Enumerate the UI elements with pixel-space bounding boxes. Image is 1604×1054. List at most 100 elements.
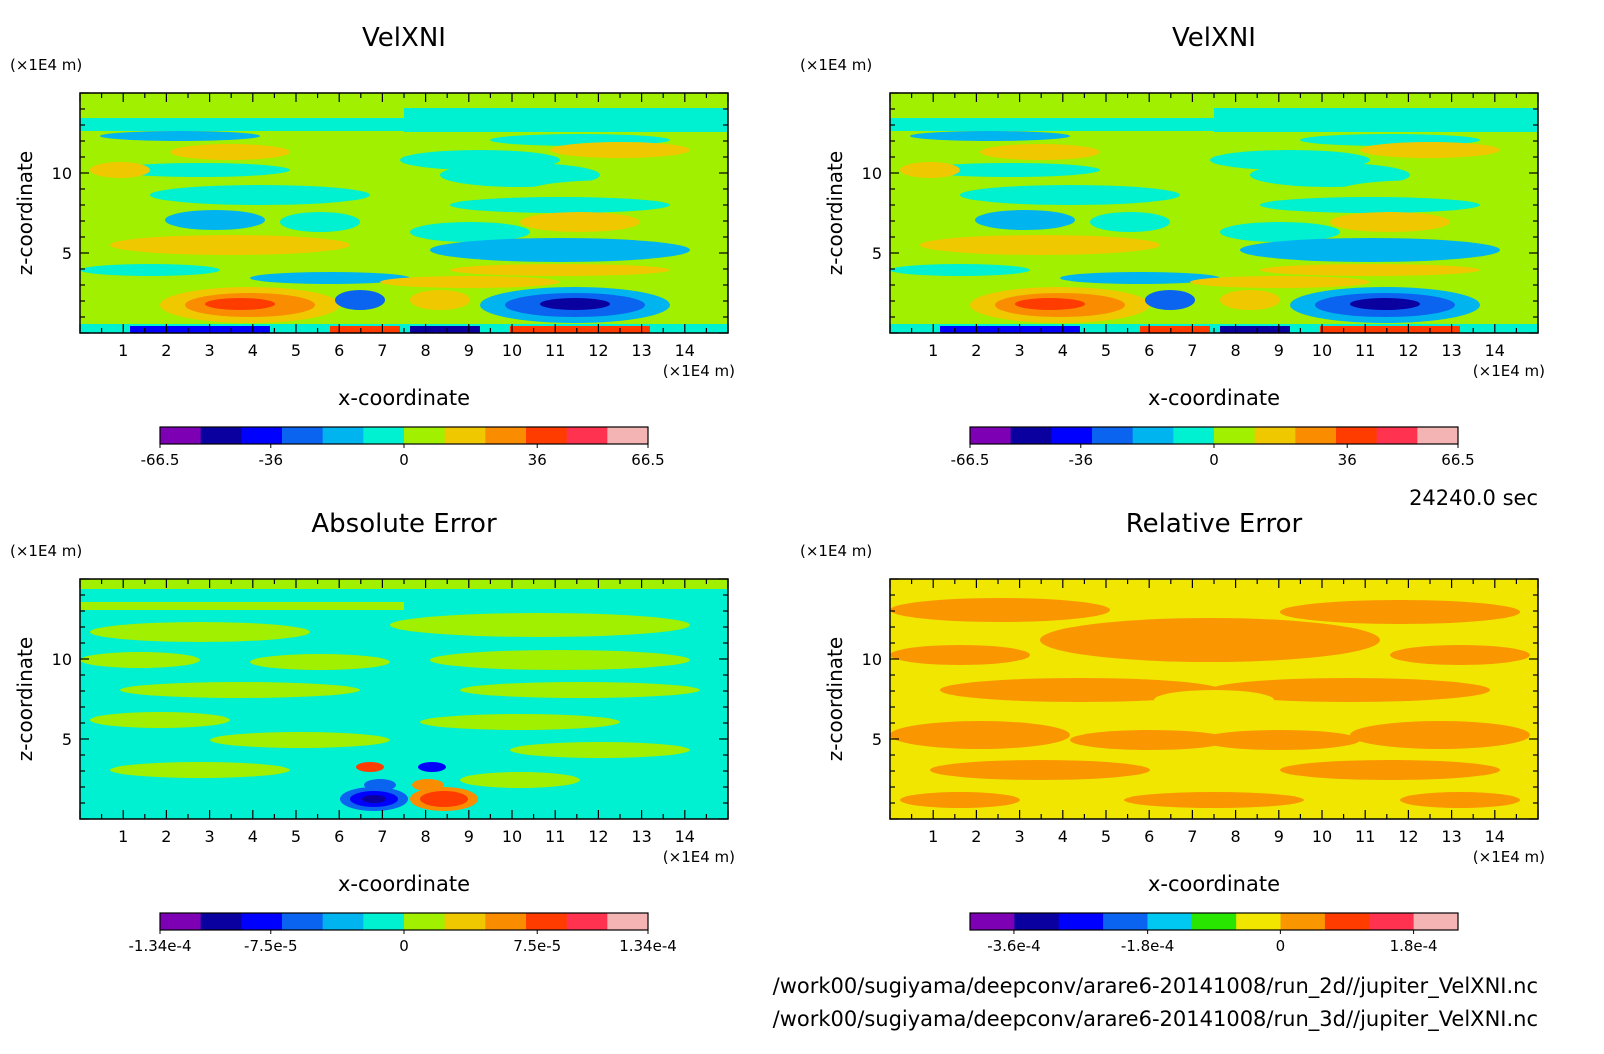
colorbar-segment <box>322 427 364 444</box>
x-tick-label: 3 <box>1015 341 1025 360</box>
band-group <box>80 108 728 333</box>
colorbar-segment <box>566 427 608 444</box>
x-tick-label: 2 <box>971 341 981 360</box>
x-tick-label: 7 <box>377 341 387 360</box>
colorbar-segment <box>1280 913 1326 930</box>
x-tick-label: 8 <box>1231 341 1241 360</box>
tick-marks <box>889 578 1539 820</box>
x-tick-label: 9 <box>1274 341 1284 360</box>
colorbar-segment <box>444 427 486 444</box>
y-unit-label: (×1E4 m) <box>800 542 872 560</box>
colorbar-segment <box>485 427 527 444</box>
colorbar-segment <box>160 913 202 930</box>
colorbar-segment <box>1214 427 1256 444</box>
colorbar-segment <box>404 427 446 444</box>
colorbar-segment <box>970 913 1015 930</box>
colorbar-segment <box>1295 427 1337 444</box>
panel-relative-error: Relative Error (×1E4 m) (×1E4 m) x-c <box>800 509 1545 955</box>
x-tick-label: 9 <box>1274 827 1284 846</box>
x-tick-label: 2 <box>161 341 171 360</box>
panel-title: VelXNI <box>1172 23 1256 53</box>
x-tick-label: 13 <box>631 341 651 360</box>
panel-title: Absolute Error <box>311 509 497 539</box>
x-tick-label: 9 <box>464 341 474 360</box>
x-unit-label: (×1E4 m) <box>1473 848 1545 866</box>
y-tick-label: 10 <box>862 650 882 669</box>
colorbar-segment <box>363 913 405 930</box>
colorbar-segment <box>1103 913 1148 930</box>
y-tick-label: 5 <box>872 730 882 749</box>
y-tick-label: 5 <box>872 244 882 263</box>
colorbar-tick-label: 1.34e-4 <box>619 937 677 955</box>
colorbar-segment <box>1254 427 1296 444</box>
x-tick-label: 13 <box>1441 341 1461 360</box>
colorbar: -1.34e-4 -7.5e-5 0 7.5e-5 1.34e-4 <box>129 912 677 955</box>
heatmap-field <box>889 578 1539 820</box>
colorbar-segment <box>282 913 324 930</box>
colorbar-segment <box>1191 913 1237 930</box>
colorbar-segment <box>1369 913 1415 930</box>
x-tick-label: 7 <box>1187 341 1197 360</box>
colorbar-tick-label: 36 <box>528 451 547 469</box>
x-tick-label: 13 <box>1441 827 1461 846</box>
x-tick-label: 12 <box>1398 827 1418 846</box>
colorbar-segment <box>1147 913 1193 930</box>
x-tick-label: 7 <box>1187 827 1197 846</box>
x-tick-label: 13 <box>631 827 651 846</box>
x-tick-label: 8 <box>421 341 431 360</box>
colorbar-tick-label: 0 <box>1209 451 1219 469</box>
y-tick-label: 10 <box>862 164 882 183</box>
x-tick-label: 11 <box>545 827 565 846</box>
colorbar-segment <box>404 913 446 930</box>
colorbar-segment <box>1014 913 1060 930</box>
colorbar: -66.5 -36 0 36 66.5 <box>951 426 1475 469</box>
x-axis: (×1E4 m) x-coordinate <box>338 362 735 410</box>
y-tick-label: 5 <box>62 730 72 749</box>
colorbar-tick-label: 1.8e-4 <box>1390 937 1438 955</box>
x-axis-title: x-coordinate <box>338 386 470 410</box>
x-tick-label: 4 <box>248 827 258 846</box>
colorbar-segment <box>322 913 364 930</box>
colorbar: -3.6e-4 -1.8e-4 0 1.8e-4 <box>969 912 1459 955</box>
colorbar-tick-label: -66.5 <box>141 451 180 469</box>
x-unit-label: (×1E4 m) <box>663 848 735 866</box>
heatmap-field <box>889 92 1539 334</box>
panel-title: Relative Error <box>1126 509 1303 539</box>
colorbar-tick-label: -7.5e-5 <box>244 937 297 955</box>
x-axis-title: x-coordinate <box>338 872 470 896</box>
x-unit-label: (×1E4 m) <box>1473 362 1545 380</box>
colorbar-segment <box>241 913 283 930</box>
colorbar-segment <box>1417 427 1459 444</box>
x-tick-label: 10 <box>1312 341 1332 360</box>
x-tick-label: 1 <box>118 827 128 846</box>
colorbar-segment <box>1010 427 1052 444</box>
heatmap-field <box>79 92 729 334</box>
x-axis: (×1E4 m) x-coordinate <box>338 848 735 896</box>
colorbar-frame <box>969 912 1459 931</box>
x-tick-label: 11 <box>1355 341 1375 360</box>
colorbar-segment <box>241 427 283 444</box>
colorbar-segment <box>1413 913 1459 930</box>
x-tick-label: 12 <box>1398 341 1418 360</box>
x-tick-label: 5 <box>291 827 301 846</box>
colorbar-segment <box>526 913 568 930</box>
panel-velxni-left: VelXNI (×1E4 m) <box>10 23 735 469</box>
x-tick-label: 1 <box>928 341 938 360</box>
colorbar-segment <box>970 427 1012 444</box>
file-path-3d: /work00/sugiyama/deepconv/arare6-2014100… <box>773 1007 1538 1032</box>
x-tick-label: 14 <box>675 827 695 846</box>
y-axis-title: z-coordinate <box>823 151 847 275</box>
y-unit-label: (×1E4 m) <box>10 56 82 74</box>
colorbar-segment <box>526 427 568 444</box>
heatmap-field <box>79 578 729 820</box>
colorbar-segment <box>1051 427 1093 444</box>
colorbar-tick-label: -1.34e-4 <box>129 937 192 955</box>
x-axis: (×1E4 m) x-coordinate <box>1148 362 1545 410</box>
colorbar-segment <box>1132 427 1174 444</box>
panel-velxni-right: VelXNI (×1E4 m) <box>800 23 1545 469</box>
colorbar-segment <box>282 427 324 444</box>
y-tick-label: 10 <box>52 650 72 669</box>
colorbar-segment <box>200 913 242 930</box>
y-axis-title: z-coordinate <box>13 151 37 275</box>
